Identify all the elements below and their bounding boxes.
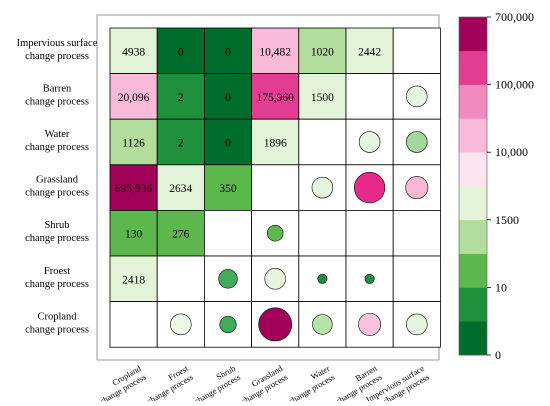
heatmap-cell	[203, 118, 252, 166]
heatmap-cell	[156, 209, 205, 257]
cell-value-label: 695,936	[115, 183, 153, 195]
cell-value-label: 2	[178, 92, 184, 104]
heatmap-cell	[156, 255, 205, 302]
heatmap-circle	[358, 312, 382, 336]
heatmap-cell	[392, 301, 441, 348]
heatmap-cell	[109, 301, 158, 348]
color-scale-tick-label: 10	[495, 280, 507, 294]
cell-value-label: 0	[225, 46, 231, 58]
color-scale-tick-label: 0	[495, 348, 501, 362]
color-scale-legend: 0 10 1500 10,000 100,000 700,000	[458, 10, 534, 362]
heatmap-circle	[406, 131, 428, 153]
cell-value-label: 2442	[358, 46, 381, 58]
heatmap-cells	[109, 27, 441, 348]
heatmap-cell	[109, 164, 158, 211]
cell-value-label: 10,482	[259, 46, 291, 58]
heatmap-cell	[298, 209, 347, 257]
heatmap-circle	[364, 273, 375, 284]
heatmap-cell	[345, 209, 394, 257]
row-label: Shrub change process	[25, 220, 89, 244]
cell-value-label: 1500	[311, 92, 334, 104]
heatmap-cell	[203, 209, 252, 257]
heatmap-cell	[109, 118, 158, 166]
heatmap-cell	[109, 255, 158, 302]
cell-value-labels: 4938 0 0 10,482 1020 2442 20,096 2 0 175,960 1500 1…	[115, 46, 381, 286]
heatmap-cell	[298, 27, 347, 74]
color-scale-segment	[459, 219, 487, 254]
heatmap-circle	[266, 224, 284, 242]
cell-value-label: 2	[178, 138, 184, 150]
color-scale-segment	[459, 253, 487, 288]
color-scale-tick-label: 100,000	[495, 78, 534, 92]
cell-value-label: 1896	[264, 138, 287, 150]
heatmap-circles	[170, 85, 429, 342]
cell-value-label: 2634	[169, 183, 192, 195]
heatmap-circle	[317, 273, 328, 284]
row-label: Froest change process	[25, 266, 89, 290]
heatmap-circle	[258, 307, 293, 342]
color-scale-segment	[459, 118, 487, 153]
cell-value-label: 0	[225, 138, 231, 150]
row-label: Barren change process	[25, 83, 89, 107]
heatmap-cell	[251, 118, 300, 166]
color-scale-segment	[459, 152, 487, 187]
color-scale-segment	[459, 50, 487, 85]
row-label: Grassland change process	[25, 175, 89, 199]
heatmap-cell	[251, 164, 300, 211]
heatmap-circle	[264, 268, 286, 290]
cell-value-label: 130	[125, 229, 143, 241]
cell-value-label: 4938	[122, 46, 145, 58]
heatmap-cell	[298, 118, 347, 166]
color-scale-tick-label: 10,000	[495, 145, 528, 159]
cell-value-label: 0	[225, 92, 231, 104]
heatmap-cell	[156, 164, 205, 211]
heatmap-cell	[392, 27, 441, 74]
color-scale-tick-label: 1500	[495, 213, 519, 227]
heatmap-circle	[170, 313, 192, 336]
cell-value-label: 0	[178, 46, 184, 58]
heatmap-cell	[298, 73, 347, 120]
heatmap-cell	[392, 209, 441, 257]
color-scale-frame	[458, 16, 488, 356]
color-scale-segment	[459, 186, 487, 221]
cell-value-label: 276	[172, 229, 190, 241]
heatmap-circle	[312, 314, 333, 335]
heatmap-cell	[203, 73, 252, 120]
heatmap-cell	[156, 27, 205, 74]
cell-value-label: 1020	[311, 46, 334, 58]
color-scale-tick-label: 700,000	[495, 10, 534, 24]
cell-value-label: 20,096	[118, 92, 150, 104]
heatmap-cell	[392, 255, 441, 302]
row-label: Cropland change process	[25, 311, 89, 335]
color-scale-segment	[459, 84, 487, 119]
heatmap-circle	[405, 176, 429, 200]
heatmap-cell	[345, 73, 394, 120]
row-label: Water change process	[25, 129, 89, 153]
color-scale-segment	[459, 321, 487, 356]
heatmap-circle	[219, 315, 237, 333]
cell-value-label: 175,960	[257, 92, 295, 104]
heatmap-cell	[203, 164, 252, 211]
color-scale-segment	[459, 17, 487, 52]
heatmap-circle	[218, 269, 238, 289]
cell-value-label: 1126	[122, 138, 145, 150]
heatmap-circle	[354, 172, 386, 204]
heatmap-cell	[109, 27, 158, 74]
cell-value-label: 2418	[122, 274, 145, 286]
heatmap-cell	[109, 73, 158, 120]
heatmap-circle	[311, 176, 334, 199]
heatmap-circle	[406, 85, 428, 108]
heatmap-circle	[406, 313, 428, 336]
row-label: Impervious surface change process	[17, 38, 98, 62]
row-labels: Impervious surface change process Barren ch…	[17, 38, 98, 336]
heatmap-circle	[358, 131, 381, 153]
cell-value-label: 350	[219, 183, 237, 195]
color-scale-segment	[459, 287, 487, 322]
